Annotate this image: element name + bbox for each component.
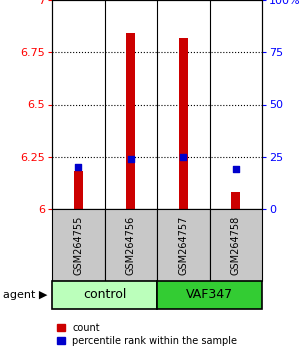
Text: control: control [83,289,126,302]
Bar [157,281,262,309]
Bar [52,281,157,309]
Text: GSM264758: GSM264758 [231,215,241,275]
Bar [157,209,209,281]
Text: GSM264757: GSM264757 [178,215,188,275]
Point [128,156,133,162]
Legend: count, percentile rank within the sample: count, percentile rank within the sample [57,323,237,346]
Point [76,164,81,170]
Bar [209,209,262,281]
Bar [126,33,136,209]
Point [181,154,186,160]
Bar [231,192,241,209]
Text: GSM264755: GSM264755 [73,215,83,275]
Point [233,166,238,172]
Bar [74,171,83,209]
Text: GSM264756: GSM264756 [126,215,136,275]
Bar [52,209,104,281]
Text: agent ▶: agent ▶ [3,290,47,300]
Bar [104,209,157,281]
Text: VAF347: VAF347 [186,289,233,302]
Bar [178,38,188,209]
